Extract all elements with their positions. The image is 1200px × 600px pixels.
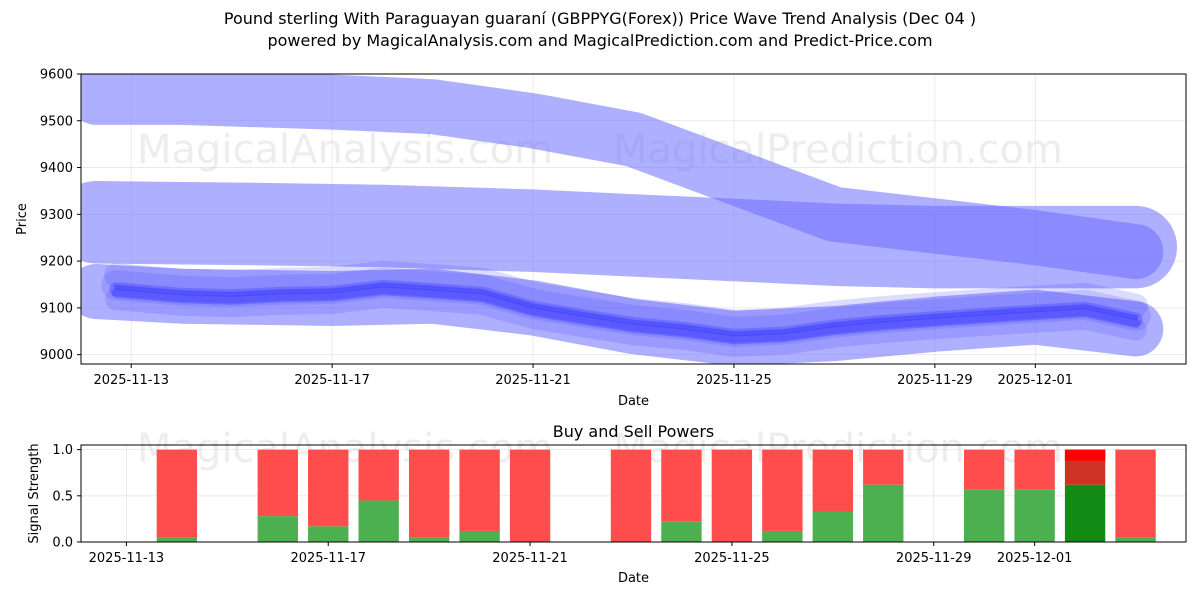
x-tick-label: 2025-11-25 — [696, 373, 772, 388]
sell-bar — [762, 449, 803, 531]
sell-bar — [156, 449, 198, 538]
sell-bar — [661, 449, 702, 522]
y-tick-label: 9500 — [40, 114, 73, 129]
y-tick-label: 1.0 — [52, 443, 73, 458]
x-tick-label: 2025-11-21 — [492, 551, 568, 566]
price-wave-axes: MagicalAnalysis.com MagicalPrediction.com… — [15, 68, 1187, 409]
sell-bar — [459, 449, 500, 531]
price-plot-area — [81, 74, 1178, 364]
buy-bar — [963, 489, 1005, 542]
y-tick-label: 0.0 — [52, 536, 73, 551]
wave-band-1 — [81, 181, 1178, 289]
buy-sell-axes: MagicalAnalysis.com MagicalPrediction.com… — [27, 422, 1187, 586]
chart-title-line-1: Pound sterling With Paraguayan guaraní (… — [223, 9, 977, 28]
sell-bar — [509, 449, 551, 542]
signal-chart-title: Buy and Sell Powers — [553, 422, 715, 441]
buy-bar — [661, 521, 702, 542]
y-axis-label: Signal Strength — [27, 443, 42, 543]
sell-bar — [812, 449, 853, 512]
x-tick-label: 2025-11-25 — [694, 551, 770, 566]
y-tick-label: 0.5 — [52, 489, 73, 504]
y-tick-label: 9400 — [40, 161, 73, 176]
y-tick-label: 9300 — [40, 208, 73, 223]
sell-bar — [863, 449, 904, 485]
y-axis-label: Price — [15, 203, 30, 235]
sell-bar — [963, 449, 1005, 490]
sell-bar — [711, 449, 753, 542]
price-trace-layer-4 — [111, 286, 1141, 345]
wave-band-2 — [81, 264, 1164, 364]
price-trace-layer-5 — [113, 282, 1139, 337]
sell-bar — [308, 449, 349, 527]
buy-bar — [1115, 537, 1156, 542]
x-tick-label: 2025-11-29 — [897, 373, 973, 388]
sell-bar — [408, 449, 450, 538]
x-axis-label: Date — [618, 394, 649, 409]
sell-bar — [1014, 449, 1055, 490]
x-tick-label: 2025-11-21 — [495, 373, 571, 388]
y-tick-label: 9100 — [40, 301, 73, 316]
buy-bar — [1014, 489, 1055, 542]
price-plot-frame — [80, 73, 1187, 365]
price-trace-layer-1 — [105, 285, 1147, 357]
sell-bar — [358, 449, 399, 501]
x-tick-label: 2025-11-13 — [93, 373, 169, 388]
x-tick-label: 2025-11-17 — [294, 373, 370, 388]
x-tick-label: 2025-12-01 — [997, 551, 1073, 566]
buy-bar — [358, 500, 399, 542]
buy-bar — [812, 511, 853, 542]
buy-bar — [156, 537, 198, 542]
x-tick-label: 2025-11-17 — [290, 551, 366, 566]
sell-bar — [257, 449, 298, 517]
y-tick-label: 9200 — [40, 255, 73, 270]
buy-bar — [762, 530, 803, 542]
sell-bar — [610, 449, 652, 542]
x-axis-label: Date — [618, 571, 649, 586]
y-tick-label: 9000 — [40, 348, 73, 363]
chart-title-line-2: powered by MagicalAnalysis.com and Magic… — [267, 31, 933, 50]
chart-title: Pound sterling With Paraguayan guaraní (… — [0, 8, 1200, 52]
x-tick-label: 2025-11-13 — [89, 551, 165, 566]
signal-bars — [156, 449, 1156, 542]
buy-bar — [408, 537, 450, 542]
buy-bar — [1064, 484, 1106, 542]
x-tick-label: 2025-12-01 — [998, 373, 1074, 388]
signal-plot-frame — [80, 444, 1187, 543]
sell-peak-bar — [1064, 449, 1106, 461]
sell-bar — [1115, 449, 1156, 538]
buy-bar — [308, 526, 349, 542]
price-trace-layer-0 — [104, 260, 1148, 334]
buy-bar — [257, 516, 298, 542]
y-tick-label: 9600 — [40, 68, 73, 83]
buy-bar — [863, 484, 904, 542]
buy-bar — [459, 530, 500, 542]
x-tick-label: 2025-11-29 — [896, 551, 972, 566]
